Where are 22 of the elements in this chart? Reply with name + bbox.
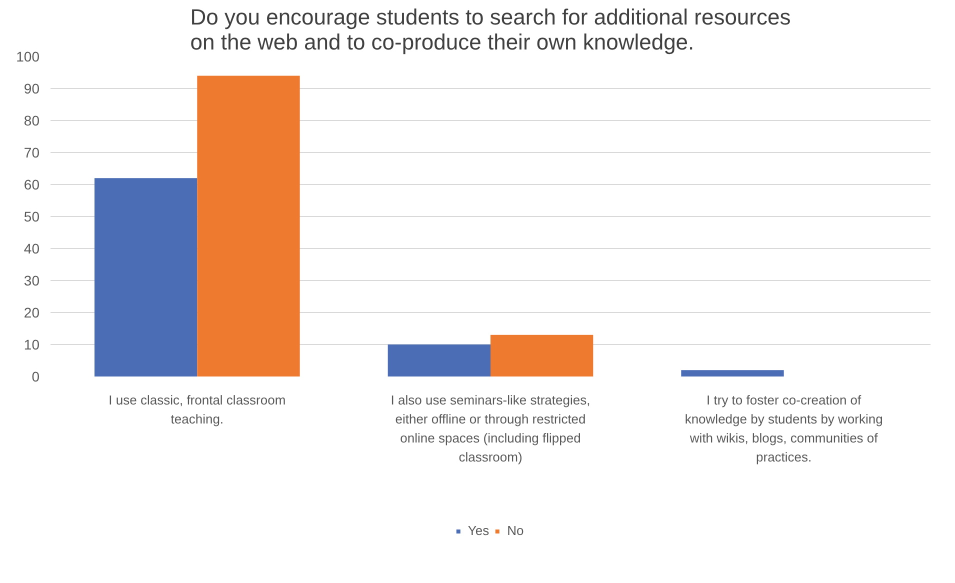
- bar: [388, 344, 490, 376]
- bar: [490, 334, 594, 376]
- y-tick-label: 30: [24, 272, 40, 288]
- y-tick-label: 90: [24, 80, 40, 96]
- y-tick-label: 40: [24, 240, 40, 256]
- y-tick-label: 70: [24, 144, 40, 160]
- y-tick-label: 80: [24, 112, 40, 128]
- y-tick-label: 10: [24, 336, 40, 352]
- y-tick-label: 20: [24, 304, 40, 320]
- y-tick-label: 100: [16, 48, 40, 64]
- legend-label: No: [507, 523, 525, 538]
- bar: [681, 370, 784, 376]
- x-tick-label: I use classic, frontal classroom teaching.: [108, 392, 286, 426]
- bar: [197, 76, 300, 376]
- x-tick-label: I also use seminars-like strategies, either offline or through restricted online spaces (including flipped classroom): [390, 392, 590, 464]
- chart-title: Do you encourage students to search for additional resources on the web and to co-produce their own knowledge.: [190, 4, 791, 54]
- bar: [94, 178, 198, 376]
- x-tick-label: I try to foster co-creation of knowledge by students by working with wikis, blogs, communities of practices.: [684, 392, 883, 464]
- y-tick-label: 0: [32, 368, 40, 384]
- y-tick-label: 60: [24, 176, 40, 192]
- y-tick-label: 50: [24, 208, 40, 224]
- legend-label: Yes: [468, 523, 490, 538]
